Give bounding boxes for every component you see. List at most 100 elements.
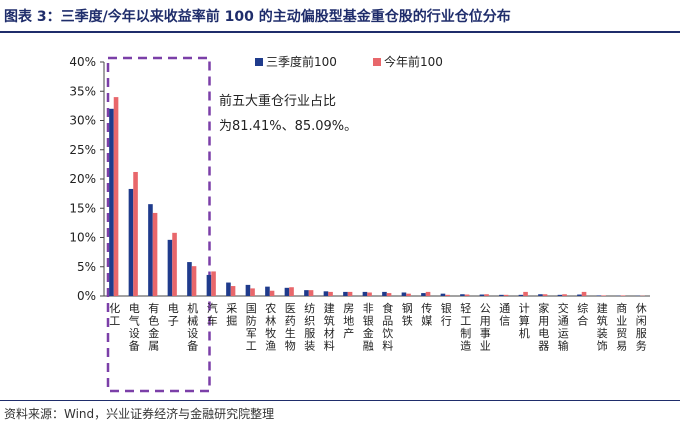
category-label: 务: [636, 340, 647, 353]
legend-label-series1: 三季度前100: [266, 54, 337, 69]
category-label: 输: [558, 339, 569, 353]
category-label: 服: [304, 327, 315, 340]
legend-swatch-series2: [373, 58, 381, 66]
category-label: 医: [285, 302, 296, 315]
category-label: 信: [499, 315, 510, 328]
legend-label-series2: 今年前100: [384, 54, 443, 69]
bar-series2: [133, 171, 138, 296]
category-label: 属: [148, 340, 159, 353]
bar-series2: [581, 291, 587, 296]
bar-series2: [484, 294, 489, 296]
category-label: 备: [187, 339, 198, 353]
category-label: 备: [129, 339, 140, 353]
category-label: 事: [480, 327, 491, 340]
category-label: 电: [538, 327, 549, 340]
category-label: 品: [382, 315, 393, 328]
category-label: 掘: [226, 314, 237, 328]
category-label: 房: [343, 302, 354, 315]
bar-series1: [284, 287, 290, 296]
figure-title: 图表 3：三季度/今年以来收益率前 100 的主动偏股型基金重仓股的行业仓位分布: [4, 9, 511, 25]
category-label: 媒: [421, 315, 432, 328]
category-label: 用: [538, 315, 549, 328]
bar-series2: [172, 232, 177, 296]
bar-series2: [445, 294, 450, 296]
category-label: 金: [363, 326, 374, 340]
y-tick-label: 20%: [69, 172, 96, 186]
category-label: 行: [441, 315, 452, 328]
category-label: 设: [129, 327, 140, 340]
category-label: 料: [324, 339, 335, 353]
category-label: 牧: [265, 326, 276, 340]
category-label: 子: [168, 315, 179, 328]
category-label: 贸: [616, 327, 627, 340]
bar-series1: [596, 295, 602, 296]
bar-series1: [421, 293, 426, 296]
category-label: 物: [285, 339, 296, 353]
bar-series2: [308, 290, 314, 296]
category-label: 材: [324, 326, 335, 340]
bar-series2: [386, 293, 392, 296]
category-label: 军: [246, 327, 257, 340]
category-label: 食: [382, 301, 393, 315]
bar-series2: [503, 294, 509, 296]
category-label: 饰: [597, 339, 608, 353]
bar-series1: [362, 291, 368, 296]
category-label: 用: [480, 315, 491, 328]
category-label: 农: [265, 301, 276, 315]
bar-series1: [343, 291, 348, 296]
category-label: 非: [363, 302, 374, 315]
bar-series2: [152, 212, 158, 296]
category-label: 汽: [207, 301, 218, 315]
bar-series1: [440, 293, 446, 296]
category-label: 家: [538, 301, 549, 315]
bar-series2: [523, 291, 528, 296]
category-label: 服: [636, 327, 647, 340]
bar-series2: [464, 294, 470, 296]
category-label: 气: [129, 314, 140, 328]
category-label: 工: [460, 315, 471, 328]
bar-series2: [367, 292, 372, 296]
category-label: 铁: [402, 315, 413, 328]
bar-series1: [382, 291, 387, 296]
bar-series2: [425, 291, 431, 296]
category-label: 机: [187, 301, 198, 315]
bar-series1: [265, 286, 270, 296]
category-label: 易: [616, 340, 627, 353]
category-label: 银: [363, 314, 374, 328]
y-tick-label: 35%: [69, 84, 96, 98]
bar-series1: [226, 282, 231, 296]
bar-series2: [269, 290, 275, 296]
legend-swatch-series1: [255, 58, 263, 66]
bar-series2: [250, 288, 255, 296]
bar-series2: [542, 294, 548, 296]
bar-series2: [347, 291, 353, 296]
bar-series1: [557, 294, 563, 296]
category-label: 制: [460, 327, 471, 340]
highlight-box: [106, 56, 211, 393]
category-label: 采: [226, 302, 237, 315]
category-label: 闲: [636, 314, 647, 328]
category-label: 银: [441, 301, 452, 315]
category-label: 通: [499, 302, 510, 315]
category-label: 织: [304, 315, 315, 328]
category-label: 业: [616, 315, 627, 328]
category-label: 筑: [324, 314, 335, 328]
footer-divider: [0, 400, 680, 401]
category-label: 筑: [597, 314, 608, 328]
category-label: 通: [558, 315, 569, 328]
category-label: 综: [577, 301, 588, 315]
y-tick-label: 10%: [69, 231, 96, 245]
bar-series1: [206, 274, 212, 296]
annotation-line1: 前五大重仓行业占比: [219, 93, 336, 109]
bar-series1: [109, 108, 114, 296]
category-label: 造: [460, 339, 471, 353]
bar-series1: [167, 239, 173, 296]
category-label: 机: [519, 326, 530, 340]
category-label: 公: [480, 302, 491, 315]
category-label: 有: [148, 301, 159, 315]
y-tick-label: 40%: [69, 55, 96, 69]
source-note: 资料来源：Wind，兴业证券经济与金融研究院整理: [4, 407, 275, 421]
bar-series1: [187, 262, 192, 296]
category-label: 业: [480, 340, 491, 353]
bar-series1: [577, 294, 582, 296]
